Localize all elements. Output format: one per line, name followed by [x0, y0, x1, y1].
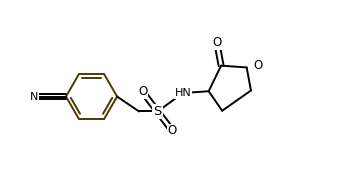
Text: S: S — [154, 105, 162, 118]
Text: HN: HN — [175, 88, 191, 98]
Text: O: O — [138, 85, 147, 98]
Text: N: N — [30, 92, 38, 102]
Text: O: O — [253, 59, 262, 72]
Text: O: O — [212, 36, 221, 49]
Text: O: O — [168, 124, 177, 137]
